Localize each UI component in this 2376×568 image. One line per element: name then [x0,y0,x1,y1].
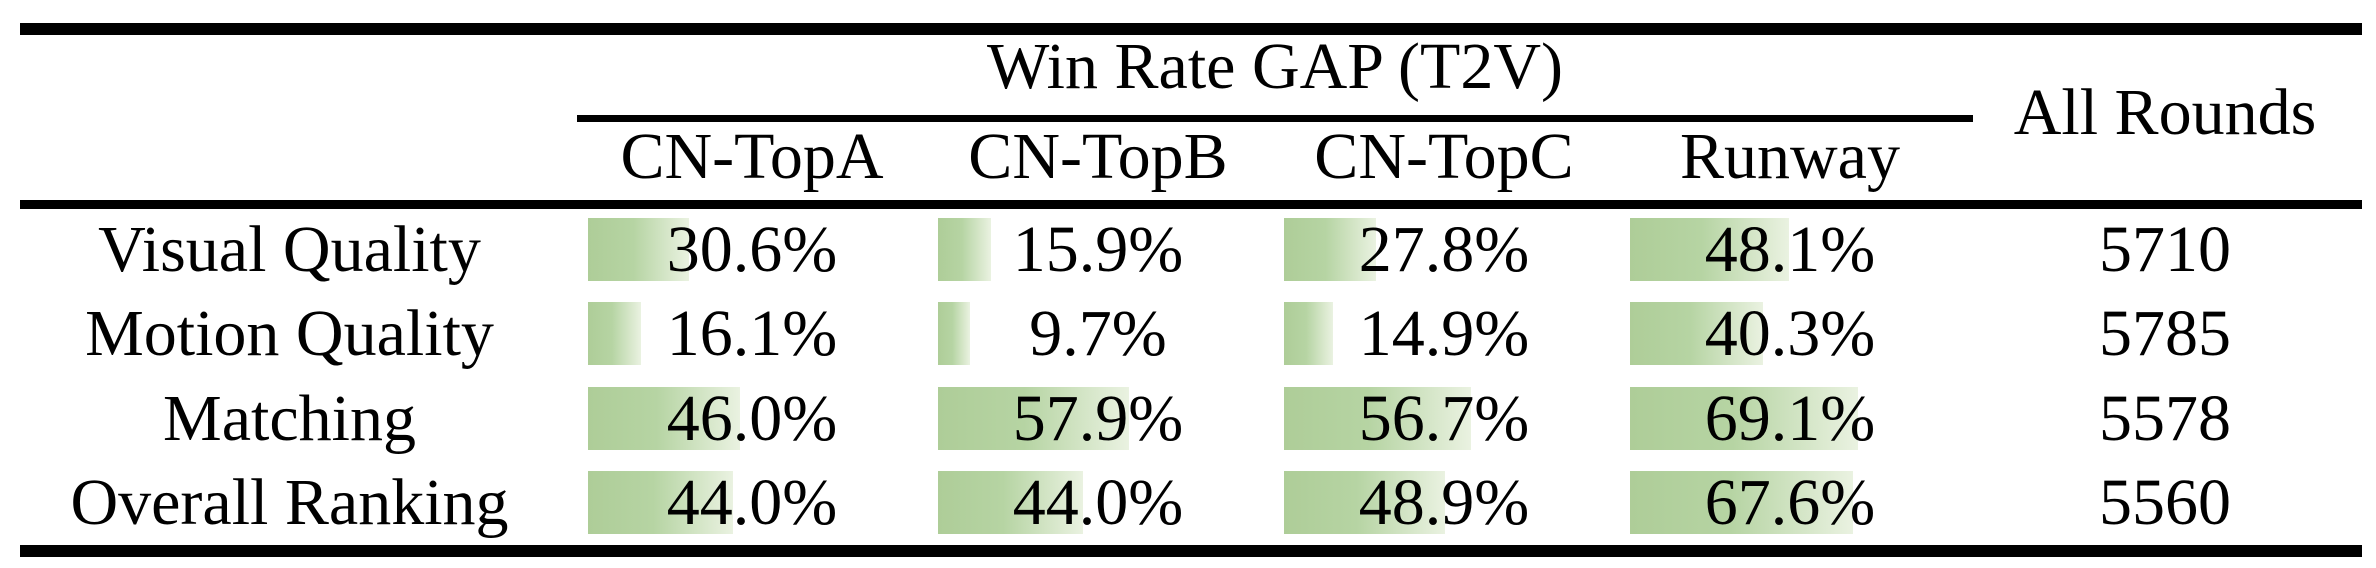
all-rounds-cell: 5785 [2099,297,2231,370]
table-top-rule [20,23,2362,35]
data-bar [1284,471,1446,534]
header-bottom-rule [20,200,2362,209]
win-rate-cell: 56.7% [1358,382,1530,455]
column-header-runway: Runway [1680,120,1900,193]
data-bar [1284,387,1472,450]
win-rate-cell: 14.9% [1358,297,1530,370]
win-rate-cell: 15.9% [1012,213,1184,286]
row-label-matching: Matching [163,382,416,455]
data-bar [938,471,1084,534]
win-rate-cell: 69.1% [1704,382,1876,455]
data-bar [588,471,734,534]
win-rate-cell: 27.8% [1358,213,1530,286]
row-label-visual-quality: Visual Quality [98,213,481,286]
win-rate-cell: 48.1% [1704,213,1876,286]
win-rate-cell: 30.6% [666,213,838,286]
column-header-cn-topc: CN-TopC [1314,120,1574,193]
all-rounds-cell: 5560 [2099,466,2231,539]
win-rate-cell: 44.0% [1012,466,1184,539]
row-label-overall-ranking: Overall Ranking [70,466,509,539]
win-rate-cell: 40.3% [1704,297,1876,370]
data-bar [1630,218,1789,281]
win-rate-cell: 48.9% [1358,466,1530,539]
data-bar [1630,471,1854,534]
all-rounds-cell: 5578 [2099,382,2231,455]
win-rate-cell: 67.6% [1704,466,1876,539]
data-bar [1630,387,1858,450]
win-rate-cell: 57.9% [1012,382,1184,455]
data-bar [588,302,642,365]
table-title: Win Rate GAP (T2V) [987,30,1563,103]
data-bar [938,387,1130,450]
title-underline-rule [577,115,1973,122]
data-bar [938,302,970,365]
column-header-cn-topb: CN-TopB [968,120,1228,193]
data-bar [588,218,689,281]
data-bar [588,387,740,450]
data-bar [1284,302,1334,365]
win-rate-cell: 44.0% [666,466,838,539]
data-bar [938,218,991,281]
column-header-cn-topa: CN-TopA [620,120,884,193]
all-rounds-cell: 5710 [2099,213,2231,286]
column-header-all-rounds: All Rounds [2013,76,2317,149]
win-rate-cell: 9.7% [1029,297,1167,370]
row-label-motion-quality: Motion Quality [85,297,494,370]
data-bar [1630,302,1763,365]
win-rate-cell: 46.0% [666,382,838,455]
table-bottom-rule [20,545,2362,557]
win-rate-cell: 16.1% [666,297,838,370]
data-bar [1284,218,1376,281]
